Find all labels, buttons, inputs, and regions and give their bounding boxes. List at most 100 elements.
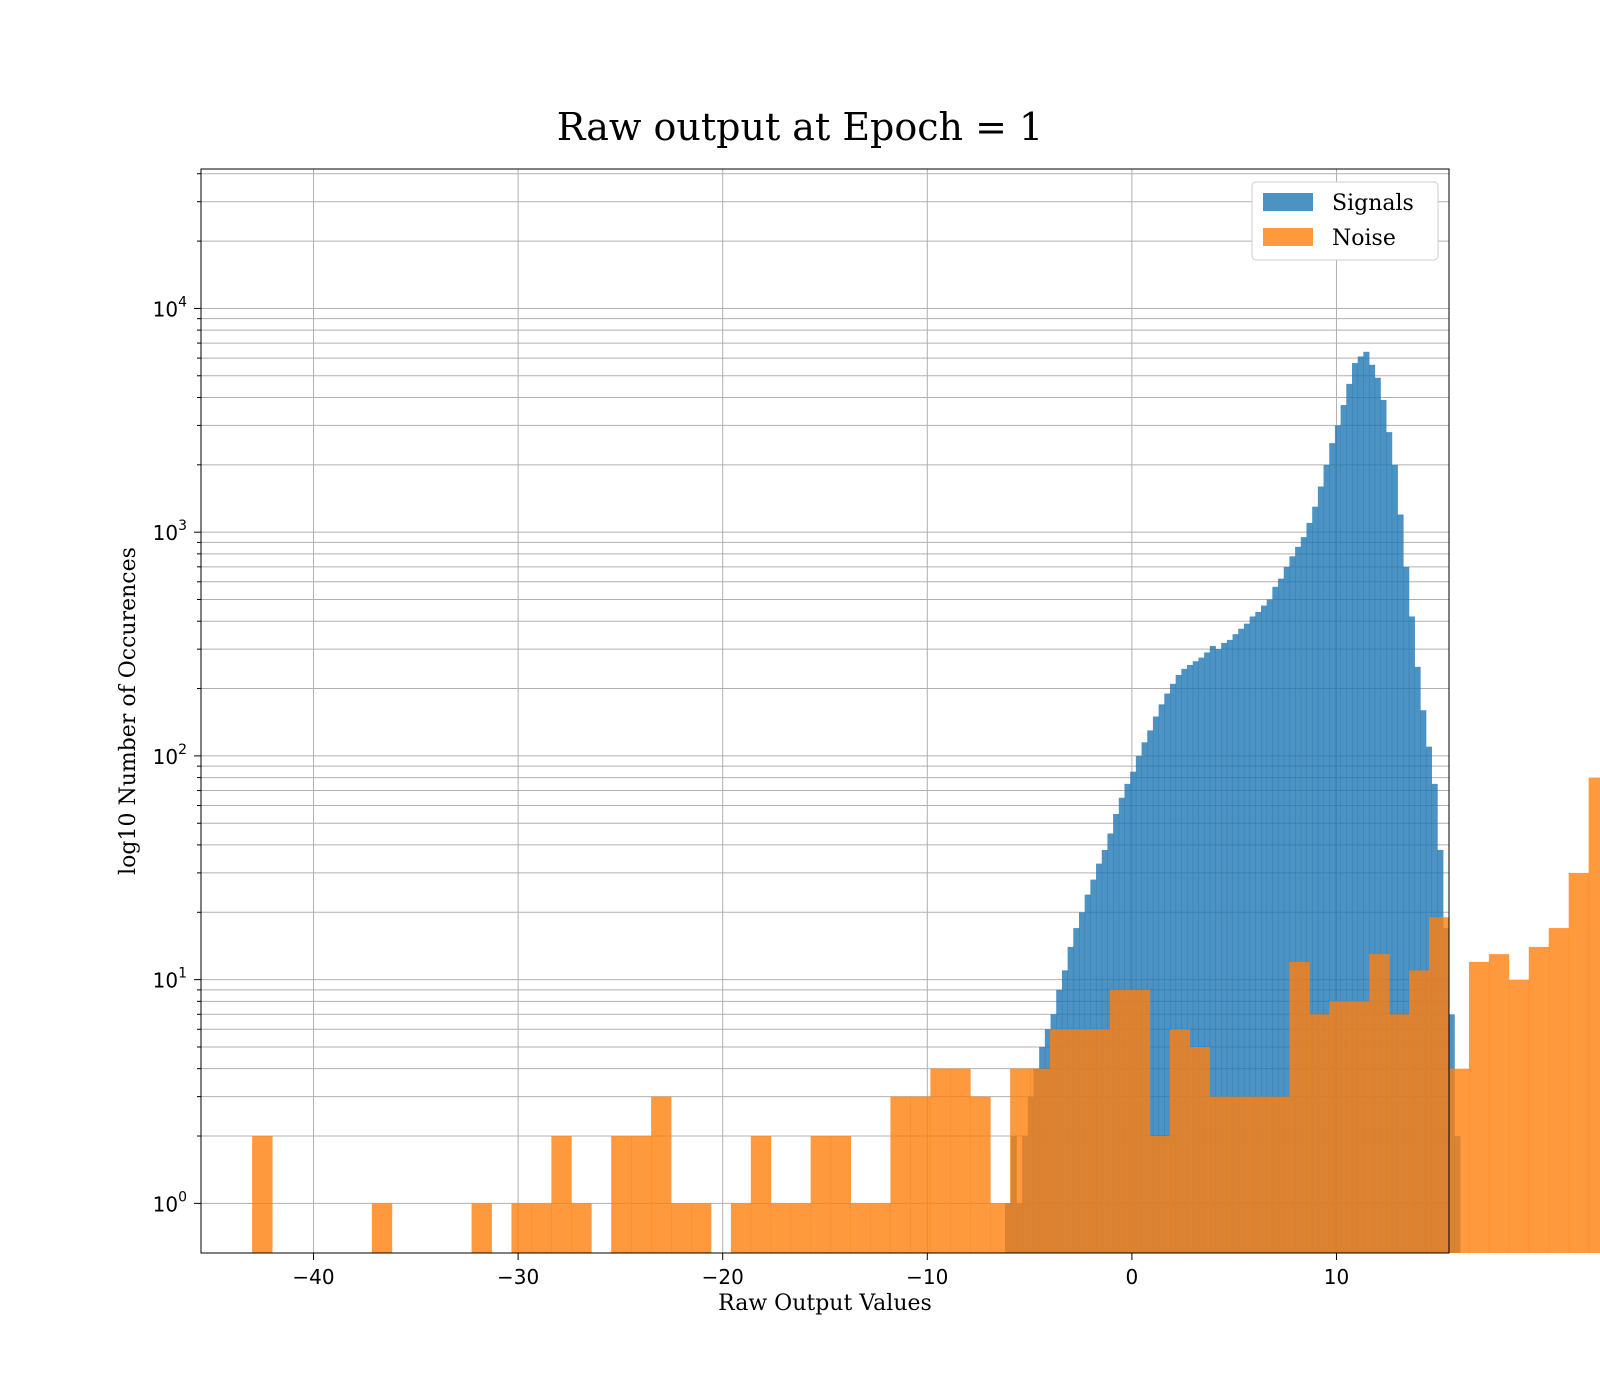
plot-frame — [200, 168, 1450, 1254]
noise-bar — [750, 1136, 772, 1253]
x-axis-ticks: −40 −30 −20 −10 0 10 — [292, 1253, 1349, 1289]
noise-bar — [950, 1068, 971, 1253]
signals-bar — [1357, 356, 1364, 1254]
signals-bar — [1272, 586, 1279, 1253]
x-tick-label: −20 — [702, 1265, 744, 1289]
noise-bar — [810, 1136, 832, 1253]
noise-bar — [1189, 1046, 1211, 1253]
noise-bar — [1468, 961, 1490, 1253]
x-tick-label: 0 — [1126, 1265, 1139, 1289]
noise-bar — [252, 1136, 273, 1253]
noise-bar — [511, 1203, 532, 1253]
signals-bar — [1414, 666, 1421, 1253]
signals-bar — [1403, 566, 1410, 1253]
signals-bar — [1346, 383, 1353, 1254]
signals-bar — [1340, 405, 1347, 1254]
noise-bar — [651, 1096, 672, 1253]
signals-bar — [1351, 363, 1359, 1253]
noise-bar — [1409, 970, 1430, 1253]
noise-bar — [850, 1203, 871, 1253]
noise-bar — [671, 1203, 692, 1253]
noise-bar — [1010, 1068, 1031, 1253]
x-tick-label: −40 — [292, 1265, 334, 1289]
y-axis-label: log10 Number of Occurences — [116, 547, 141, 875]
noise-bar — [1429, 917, 1450, 1253]
x-axis-label: Raw Output Values — [718, 1291, 932, 1316]
signals-bar — [1164, 693, 1171, 1253]
noise-bar — [1149, 1136, 1171, 1253]
signals-bar — [1408, 616, 1415, 1253]
signals-bar — [1192, 661, 1199, 1253]
signals-bar — [1391, 464, 1398, 1254]
noise-bar — [790, 1203, 812, 1253]
signals-bar — [1198, 657, 1205, 1253]
signals-bar — [1386, 432, 1393, 1253]
signals-bar — [1329, 443, 1336, 1253]
signals-bar — [1374, 377, 1381, 1254]
noise-bars — [252, 777, 1600, 1253]
signals-bar — [1283, 566, 1290, 1253]
legend-label-signals: Signals — [1332, 191, 1414, 216]
noise-bar — [551, 1136, 572, 1253]
noise-bar — [1548, 928, 1570, 1253]
noise-bar — [1289, 961, 1310, 1253]
signals-bar — [1204, 652, 1211, 1253]
signals-bars — [1005, 351, 1461, 1254]
signals-bar — [1317, 486, 1324, 1253]
signals-bar — [1312, 506, 1319, 1253]
noise-bar — [770, 1203, 792, 1253]
chart-title: Raw output at Epoch = 1 — [557, 105, 1043, 149]
y-tick-label: 104 — [153, 294, 187, 321]
signals-bar — [1260, 605, 1268, 1253]
y-tick-label: 101 — [153, 966, 187, 993]
signals-bar — [1363, 351, 1370, 1253]
signals-bar — [1243, 623, 1251, 1253]
noise-bar — [890, 1096, 911, 1253]
noise-bar — [531, 1203, 552, 1253]
noise-bar — [1389, 1014, 1410, 1253]
legend-label-noise: Noise — [1332, 226, 1396, 251]
noise-bar — [611, 1136, 632, 1253]
signals-bar — [1295, 546, 1302, 1253]
y-tick-label: 103 — [153, 518, 187, 545]
noise-bar — [1309, 1014, 1330, 1253]
noise-bar — [1109, 989, 1131, 1253]
noise-bar — [1229, 1096, 1250, 1253]
noise-bar — [1488, 954, 1510, 1253]
noise-bar — [690, 1203, 712, 1253]
signals-bar — [1226, 639, 1233, 1253]
noise-bar — [1369, 954, 1390, 1253]
signals-bar — [1181, 668, 1188, 1253]
y-tick-label: 100 — [153, 1189, 187, 1216]
noise-bar — [371, 1203, 393, 1253]
noise-bar — [1249, 1096, 1270, 1253]
signals-bar — [1169, 683, 1177, 1253]
signals-bar — [1289, 556, 1296, 1253]
x-tick-label: −30 — [497, 1265, 539, 1289]
noise-bar — [910, 1096, 931, 1253]
y-axis-ticks: 100 101 102 103 104 — [153, 294, 187, 1216]
signals-bar — [1397, 514, 1404, 1253]
signals-bar — [1152, 716, 1160, 1253]
noise-bar — [1269, 1096, 1290, 1253]
noise-bar — [830, 1136, 851, 1253]
noise-bar — [1449, 1068, 1470, 1253]
noise-bar — [1588, 777, 1600, 1253]
signals-bar — [1266, 599, 1273, 1253]
signals-bar — [1334, 425, 1342, 1253]
noise-bar — [1069, 1029, 1091, 1253]
signals-bar — [1249, 616, 1256, 1253]
signals-bar — [1369, 364, 1376, 1253]
noise-bar — [571, 1203, 592, 1253]
signals-bar — [1221, 642, 1228, 1253]
noise-bar — [471, 1203, 492, 1253]
noise-bar — [1209, 1096, 1230, 1253]
signals-bar — [1232, 634, 1239, 1253]
noise-bar — [990, 1203, 1011, 1253]
noise-bar — [1508, 979, 1530, 1253]
noise-bar — [1030, 1068, 1051, 1253]
noise-bar — [1349, 1001, 1370, 1253]
noise-bar — [1528, 946, 1550, 1253]
noise-bar — [870, 1203, 891, 1253]
